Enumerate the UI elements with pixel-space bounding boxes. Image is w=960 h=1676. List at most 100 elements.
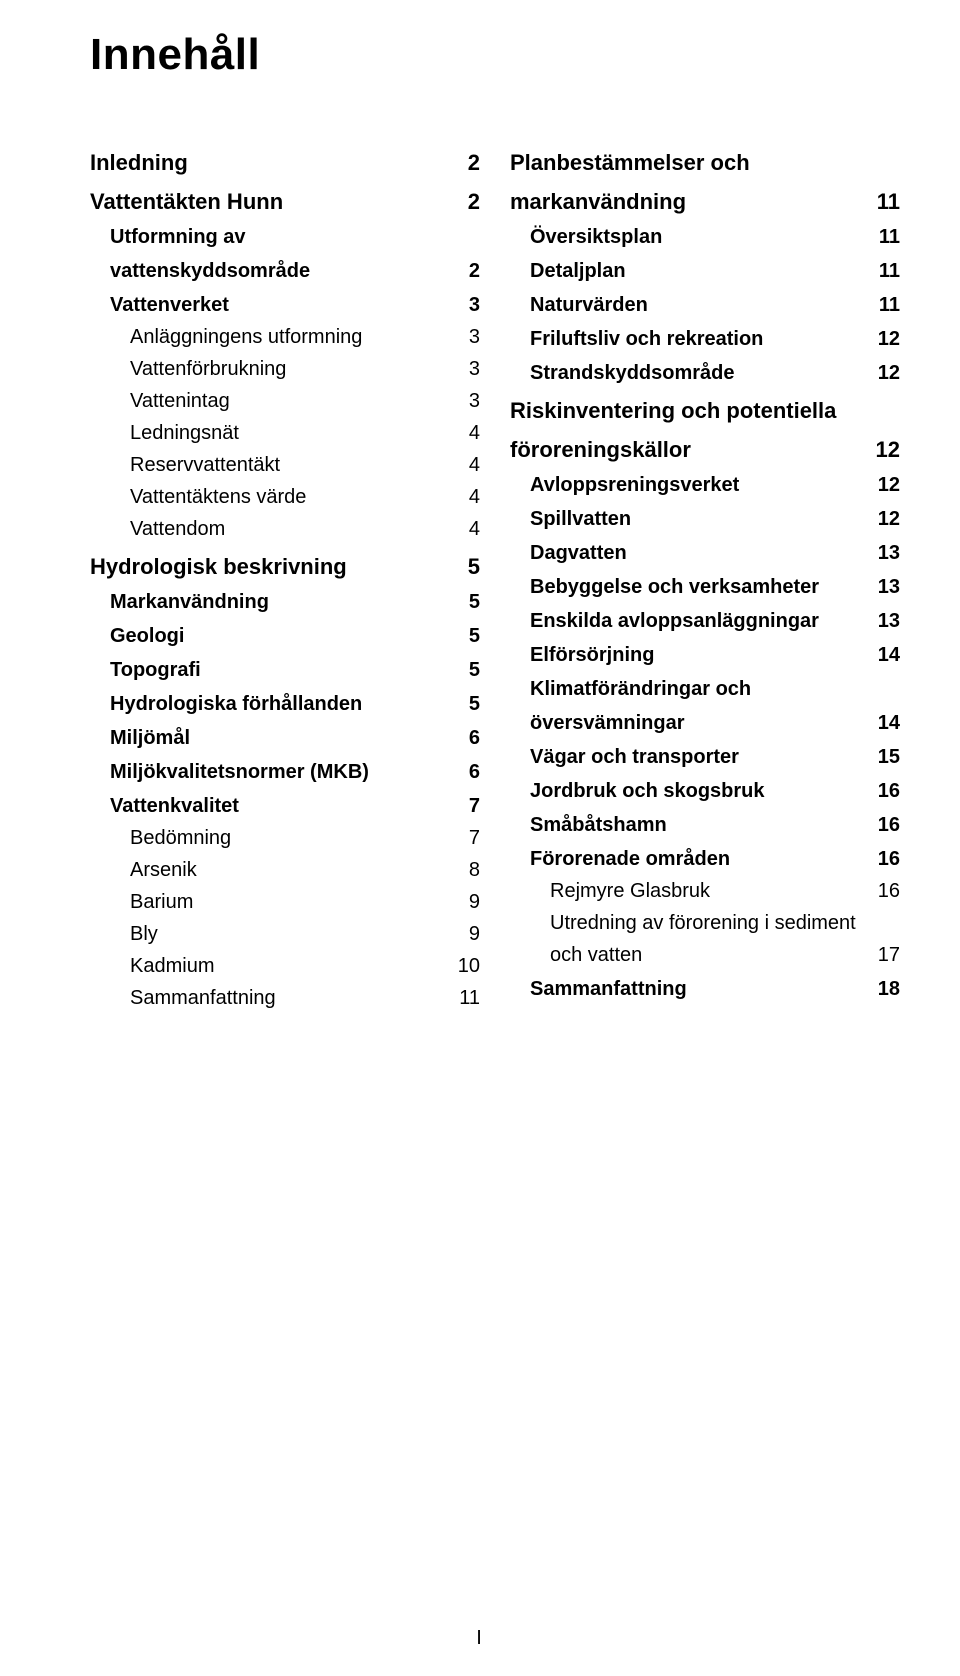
toc-fororeningskallor-page: 12 xyxy=(870,433,900,466)
toc-arsenik: Arsenik8 xyxy=(90,855,480,885)
toc-naturvarden-page: 11 xyxy=(870,290,900,320)
toc-klimat-line1: Klimatförändringar och xyxy=(510,674,900,704)
toc-vagar-transporter-label: Vägar och transporter xyxy=(530,742,870,772)
toc-naturvarden: Naturvärden11 xyxy=(510,290,900,320)
toc-vagar-transporter: Vägar och transporter15 xyxy=(510,742,900,772)
toc-markanvandning-plan: markanvändning11 xyxy=(510,185,900,218)
toc-inledning: Inledning2 xyxy=(90,146,480,179)
toc-vattenskyddsomrade: vattenskyddsområde2 xyxy=(90,256,480,286)
toc-bly-label: Bly xyxy=(130,919,450,949)
toc-utformning-av: Utformning av xyxy=(90,222,480,252)
toc-elforsorning: Elförsörjning14 xyxy=(510,640,900,670)
toc-vattenforbrukning: Vattenförbrukning3 xyxy=(90,354,480,384)
toc-ledningsnat-label: Ledningsnät xyxy=(130,418,450,448)
toc-rejmyre-glasbruk-page: 16 xyxy=(870,876,900,906)
toc-riskinventering-line1-label: Riskinventering och potentiella xyxy=(510,394,870,427)
toc-smabatshamn-label: Småbåtshamn xyxy=(530,810,870,840)
toc-inledning-label: Inledning xyxy=(90,146,450,179)
toc-dagvatten: Dagvatten13 xyxy=(510,538,900,568)
toc-right-column: Planbestämmelser ochmarkanvändning11Över… xyxy=(510,140,900,1013)
toc-vattenintag-page: 3 xyxy=(450,386,480,416)
toc-riskinventering-line1: Riskinventering och potentiella xyxy=(510,394,900,427)
toc-naturvarden-label: Naturvärden xyxy=(530,290,870,320)
toc-vattenintag-label: Vattenintag xyxy=(130,386,450,416)
toc-rejmyre-glasbruk: Rejmyre Glasbruk16 xyxy=(510,876,900,906)
toc-bly-page: 9 xyxy=(450,919,480,949)
toc-sammanfattning-left: Sammanfattning11 xyxy=(90,983,480,1013)
toc-anlaggningens-utformning-label: Anläggningens utformning xyxy=(130,322,450,352)
toc-hydrologisk-beskrivning: Hydrologisk beskrivning5 xyxy=(90,550,480,583)
toc-rejmyre-glasbruk-label: Rejmyre Glasbruk xyxy=(550,876,870,906)
toc-miljomal-label: Miljömål xyxy=(110,723,450,753)
toc-detaljplan: Detaljplan11 xyxy=(510,256,900,286)
toc-oversiktsplan-page: 11 xyxy=(870,222,900,252)
toc-oversiktsplan-label: Översiktsplan xyxy=(530,222,870,252)
toc-columns: Inledning2 Vattentäkten Hunn2 Utformning a… xyxy=(90,140,900,1013)
toc-utformning-av-label: Utformning av xyxy=(110,222,450,252)
toc-enskilda-avlopp-page: 13 xyxy=(870,606,900,636)
toc-topografi-page: 5 xyxy=(450,655,480,685)
toc-och-vatten-page: 17 xyxy=(870,940,900,970)
toc-dagvatten-label: Dagvatten xyxy=(530,538,870,568)
toc-anlaggningens-utformning: Anläggningens utformning3 xyxy=(90,322,480,352)
toc-left-column: Inledning2 Vattentäkten Hunn2 Utformning a… xyxy=(90,140,480,1013)
toc-markanvandning-plan-label: markanvändning xyxy=(510,185,870,218)
toc-kadmium-label: Kadmium xyxy=(130,951,450,981)
toc-hydrologiska-forhallanden-page: 5 xyxy=(450,689,480,719)
page: Innehåll Inledning2Vattentäkten Hunn2Utf… xyxy=(0,0,960,1676)
toc-spillvatten-page: 12 xyxy=(870,504,900,534)
toc-inledning-page: 2 xyxy=(450,146,480,179)
toc-vattenverket-label: Vattenverket xyxy=(110,290,450,320)
toc-vattendom-label: Vattendom xyxy=(130,514,450,544)
toc-utredning-line1-label: Utredning av förorening i sediment xyxy=(550,908,870,938)
toc-kadmium: Kadmium10 xyxy=(90,951,480,981)
toc-geologi: Geologi5 xyxy=(90,621,480,651)
toc-vattendom-page: 4 xyxy=(450,514,480,544)
toc-smabatshamn-page: 16 xyxy=(870,810,900,840)
toc-bedomning-page: 7 xyxy=(450,823,480,853)
toc-hydrologisk-beskrivning-label: Hydrologisk beskrivning xyxy=(90,550,450,583)
toc-arsenik-label: Arsenik xyxy=(130,855,450,885)
toc-elforsorning-page: 14 xyxy=(870,640,900,670)
toc-fororenade-omraden-page: 16 xyxy=(870,844,900,874)
toc-hydrologiska-forhallanden: Hydrologiska förhållanden5 xyxy=(90,689,480,719)
toc-sammanfattning-right: Sammanfattning18 xyxy=(510,974,900,1004)
toc-strandskyddsomrade-label: Strandskyddsområde xyxy=(530,358,870,388)
toc-dagvatten-page: 13 xyxy=(870,538,900,568)
toc-reservvattentakt: Reservvattentäkt4 xyxy=(90,450,480,480)
toc-vattentakten-hunn: Vattentäkten Hunn2 xyxy=(90,185,480,218)
toc-vattendom: Vattendom4 xyxy=(90,514,480,544)
toc-hydrologiska-forhallanden-label: Hydrologiska förhållanden xyxy=(110,689,450,719)
toc-vattenverket-page: 3 xyxy=(450,290,480,320)
toc-och-vatten-label: och vatten xyxy=(550,940,870,970)
toc-fororeningskallor: föroreningskällor12 xyxy=(510,433,900,466)
toc-detaljplan-label: Detaljplan xyxy=(530,256,870,286)
toc-ledningsnat-page: 4 xyxy=(450,418,480,448)
toc-vattenkvalitet-page: 7 xyxy=(450,791,480,821)
toc-fororenade-omraden-label: Förorenade områden xyxy=(530,844,870,874)
toc-reservvattentakt-label: Reservvattentäkt xyxy=(130,450,450,480)
toc-vattentakten-hunn-label: Vattentäkten Hunn xyxy=(90,185,450,218)
toc-barium-page: 9 xyxy=(450,887,480,917)
toc-ledningsnat: Ledningsnät4 xyxy=(90,418,480,448)
toc-arsenik-page: 8 xyxy=(450,855,480,885)
toc-vattentaktens-varde: Vattentäktens värde4 xyxy=(90,482,480,512)
toc-sammanfattning-right-page: 18 xyxy=(870,974,900,1004)
toc-vattenskyddsomrade-label: vattenskyddsområde xyxy=(110,256,450,286)
toc-klimat-line1-label: Klimatförändringar och xyxy=(530,674,870,704)
toc-vattentaktens-varde-label: Vattentäktens värde xyxy=(130,482,450,512)
toc-fororeningskallor-label: föroreningskällor xyxy=(510,433,870,466)
toc-miljomal: Miljömål6 xyxy=(90,723,480,753)
toc-detaljplan-page: 11 xyxy=(870,256,900,286)
toc-bedomning-label: Bedömning xyxy=(130,823,450,853)
toc-planbestammelser-och: Planbestämmelser och xyxy=(510,146,900,179)
toc-bebyggelse-label: Bebyggelse och verksamheter xyxy=(530,572,870,602)
toc-enskilda-avlopp: Enskilda avloppsanläggningar13 xyxy=(510,606,900,636)
toc-planbestammelser-och-label: Planbestämmelser och xyxy=(510,146,870,179)
toc-avloppsreningsverket: Avloppsreningsverket12 xyxy=(510,470,900,500)
toc-geologi-label: Geologi xyxy=(110,621,450,651)
toc-strandskyddsomrade-page: 12 xyxy=(870,358,900,388)
toc-utredning-line1: Utredning av förorening i sediment xyxy=(510,908,900,938)
toc-topografi-label: Topografi xyxy=(110,655,450,685)
toc-avloppsreningsverket-page: 12 xyxy=(870,470,900,500)
